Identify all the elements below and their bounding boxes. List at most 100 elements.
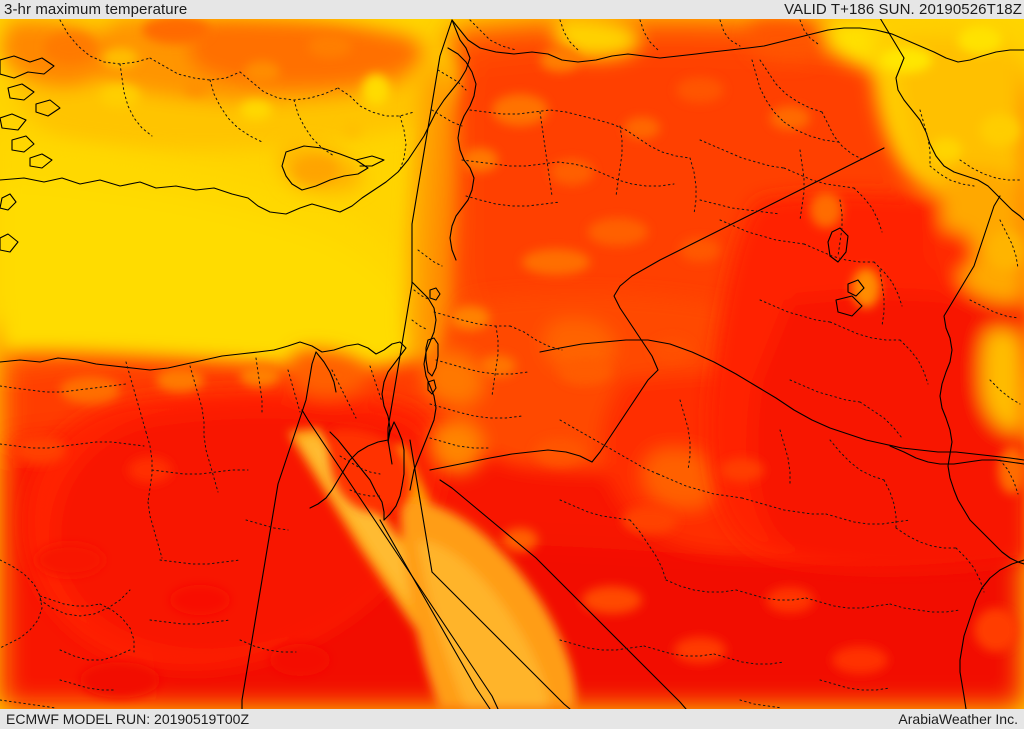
admin-egypt-8 — [255, 357, 263, 415]
admin-saudi-16 — [829, 439, 885, 481]
coast-cyprus-cape — [355, 155, 385, 167]
admin-iraq-16 — [879, 269, 885, 327]
admin-saudi-15 — [713, 653, 785, 665]
admin-israel-1 — [417, 249, 443, 267]
river-nile — [241, 351, 317, 709]
admin-sudan-1 — [0, 559, 43, 649]
admin-iraq-2 — [821, 111, 865, 161]
border-syria-lebanon — [447, 47, 477, 261]
border-iraq-saudi — [539, 339, 1024, 461]
admin-egypt-2 — [145, 431, 153, 503]
admin-egypt-10 — [159, 559, 241, 565]
admin-turkey-8 — [399, 115, 407, 171]
admin-turkey-5 — [119, 63, 153, 137]
admin-egypt-5 — [0, 441, 145, 449]
admin-egypt-3 — [147, 501, 163, 559]
admin-sudan-5 — [0, 699, 57, 709]
admin-egypt-9 — [151, 469, 249, 475]
admin-iraq-14 — [799, 149, 805, 221]
admin-syria-4 — [589, 167, 675, 187]
admin-jordan-1 — [433, 311, 511, 327]
admin-saudi-12 — [889, 603, 961, 613]
admin-jordan-2 — [509, 325, 563, 351]
admin-turkey-2 — [149, 57, 241, 81]
coast-red-sea-west — [379, 519, 491, 709]
admin-turkey-7 — [293, 99, 335, 157]
admin-saudi-20 — [819, 679, 891, 691]
admin-lebanon-2 — [431, 109, 463, 127]
coast-egypt-mediterranean — [0, 341, 407, 441]
admin-saudi-18 — [895, 527, 957, 549]
water-sea-of-galilee — [429, 287, 441, 301]
admin-lebanon-1 — [437, 69, 467, 91]
coast-island-crete-edge — [0, 233, 19, 253]
admin-saudi-17 — [883, 479, 897, 529]
admin-jordan-6 — [429, 437, 491, 449]
border-iraq-iran — [939, 195, 1024, 565]
admin-turkey-3 — [239, 71, 339, 101]
admin-egypt-7 — [203, 435, 219, 493]
admin-turkey-11 — [639, 19, 659, 51]
admin-iraq-5 — [853, 187, 883, 233]
coast-island-kos — [29, 153, 53, 169]
coast-gulf-of-suez-west — [301, 409, 499, 709]
admin-syria-2 — [611, 123, 691, 159]
coast-aegean-small-1 — [7, 83, 35, 101]
coast-red-sea-east — [431, 571, 571, 709]
coast-cyprus — [281, 145, 369, 191]
water-dead-sea-south — [427, 379, 437, 395]
temperature-map[interactable] — [0, 0, 1024, 709]
admin-egypt-11 — [149, 619, 231, 625]
admin-iran-2 — [999, 219, 1019, 269]
admin-sudan-3 — [99, 603, 135, 653]
admin-iran-5 — [999, 459, 1019, 495]
admin-iraq-6 — [719, 219, 805, 245]
admin-iraq-18 — [929, 165, 975, 187]
admin-saudi-14 — [643, 645, 715, 657]
admin-iran-3 — [969, 299, 1019, 319]
admin-saudi-2 — [657, 473, 743, 499]
temperature-field-svg — [0, 14, 1024, 709]
admin-syria-11 — [699, 199, 781, 215]
border-turkey-syria — [451, 19, 1024, 63]
coast-arabia-northwest — [439, 479, 687, 709]
admin-iraq-15 — [837, 199, 843, 257]
admin-iraq-8 — [873, 261, 903, 307]
admin-turkey-12 — [719, 19, 741, 47]
admin-syria-7 — [689, 157, 697, 215]
coast-island-karpathos — [0, 193, 17, 211]
model-run-label: ECMWF MODEL RUN: 20190519T00Z — [6, 711, 249, 727]
admin-syria-9 — [751, 59, 785, 123]
admin-saudi-6 — [779, 429, 791, 487]
admin-sudan-2 — [39, 595, 101, 607]
map-footer-bar: ECMWF MODEL RUN: 20190519T00Z ArabiaWeat… — [0, 709, 1024, 729]
coast-sinai-south — [383, 421, 405, 521]
admin-saudi-4 — [825, 513, 911, 525]
admin-turkey-13 — [799, 19, 819, 45]
field-texture-pockets — [14, 16, 1024, 698]
admin-sinai-2 — [349, 489, 381, 497]
admin-turkey-9 — [469, 19, 517, 51]
coast-gulf-of-aqaba — [409, 439, 433, 573]
admin-syria-10 — [783, 121, 839, 143]
admin-israel-2 — [413, 289, 431, 301]
admin-sudan-4 — [59, 679, 117, 691]
admin-iraq-17 — [919, 109, 931, 167]
admin-saudi-10 — [735, 589, 807, 601]
admin-turkey-6 — [209, 79, 263, 143]
admin-iraq-1 — [759, 59, 823, 113]
admin-jordan-5 — [491, 325, 499, 397]
admin-saudi-1 — [559, 419, 659, 475]
coast-island-rhodes — [11, 135, 35, 153]
admin-jordan-3 — [435, 359, 529, 375]
admin-iraq-11 — [899, 339, 929, 385]
coast-persian-gulf — [959, 559, 1024, 709]
admin-egypt-18 — [239, 639, 297, 653]
page-title: 3-hr maximum temperature — [4, 1, 188, 18]
admin-saudi-5 — [679, 399, 691, 471]
field-iraq-iran — [708, 14, 1024, 569]
map-admin-borders — [0, 19, 1021, 709]
admin-saudi-3 — [741, 497, 827, 515]
admin-turkey-10 — [559, 19, 579, 51]
admin-syria-1 — [469, 109, 613, 125]
